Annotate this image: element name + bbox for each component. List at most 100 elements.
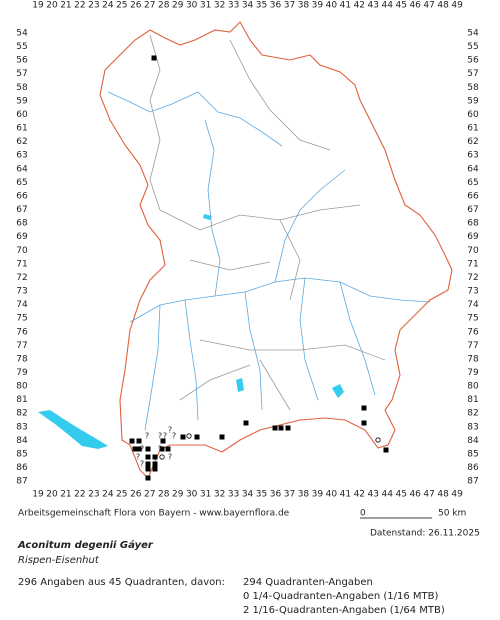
grid-labels: 1919202021212222232324242525262627272828… (16, 1, 479, 500)
x-label: 47 (423, 1, 434, 11)
y-label: 69 (467, 232, 479, 242)
lake (203, 214, 212, 220)
x-label: 30 (186, 1, 198, 11)
x-label: 36 (270, 1, 282, 11)
lake (236, 378, 244, 392)
x-label: 42 (354, 1, 365, 11)
x-label: 40 (326, 1, 338, 11)
y-label: 77 (16, 341, 27, 351)
y-label: 65 (467, 178, 478, 188)
y-label: 59 (16, 96, 28, 106)
lake (38, 410, 108, 449)
x-label: 33 (228, 490, 239, 500)
record-square (151, 55, 157, 61)
rivers (107, 91, 431, 431)
uncertain-marker: ? (158, 445, 162, 454)
y-label: 66 (16, 191, 28, 201)
y-label: 58 (16, 83, 28, 93)
x-label: 19 (32, 490, 44, 500)
uncertain-marker: ? (140, 445, 144, 454)
record-square (243, 420, 249, 426)
y-label: 84 (467, 436, 479, 446)
record-circle (375, 437, 381, 443)
y-label: 72 (467, 273, 478, 283)
state-border (99, 21, 453, 479)
y-label: 85 (16, 449, 27, 459)
y-label: 68 (467, 219, 479, 229)
record-square (145, 446, 151, 452)
record-square (278, 425, 284, 431)
x-label: 35 (256, 490, 267, 500)
y-label: 83 (467, 422, 478, 432)
x-label: 41 (340, 1, 351, 11)
summary: 296 Angaben aus 45 Quadranten, davon: (18, 577, 225, 588)
y-label: 73 (467, 287, 478, 297)
record-circle (159, 454, 165, 460)
y-label: 86 (467, 463, 479, 473)
y-label: 61 (467, 124, 478, 134)
scale-end: 50 km (438, 509, 466, 519)
x-label: 35 (256, 1, 267, 11)
y-label: 75 (467, 314, 478, 324)
record-square (180, 434, 186, 440)
x-label: 24 (102, 490, 114, 500)
y-label: 84 (16, 436, 28, 446)
x-label: 24 (102, 1, 114, 11)
record-square (129, 438, 135, 444)
x-label: 46 (409, 1, 421, 11)
y-label: 76 (16, 327, 28, 337)
record-square (219, 434, 225, 440)
x-label: 22 (74, 490, 85, 500)
x-label: 36 (270, 490, 282, 500)
record-square (160, 438, 166, 444)
x-label: 45 (395, 1, 406, 11)
y-label: 82 (16, 409, 27, 419)
uncertain-marker: ? (158, 432, 162, 441)
y-label: 71 (16, 259, 27, 269)
y-label: 56 (16, 56, 28, 66)
y-label: 63 (467, 151, 478, 161)
x-label: 23 (88, 490, 99, 500)
y-label: 86 (16, 463, 28, 473)
y-label: 67 (16, 205, 27, 215)
x-label: 41 (340, 490, 351, 500)
record-square (145, 466, 151, 472)
x-label: 22 (74, 1, 85, 11)
y-label: 79 (16, 368, 28, 378)
record-square (145, 454, 151, 460)
record-square (145, 461, 151, 467)
x-label: 31 (200, 1, 211, 11)
y-label: 64 (467, 164, 479, 174)
detail: 294 Quadranten-Angaben (243, 577, 373, 588)
record-square (361, 420, 367, 426)
y-label: 62 (467, 137, 478, 147)
x-label: 48 (437, 490, 449, 500)
map-base (38, 21, 453, 479)
x-label: 40 (326, 490, 338, 500)
x-label: 44 (382, 1, 394, 11)
detail: 0 1/4-Quadranten-Angaben (1/16 MTB) (243, 591, 438, 602)
record-square (159, 446, 165, 452)
x-label: 33 (228, 1, 239, 11)
y-label: 82 (467, 409, 478, 419)
y-label: 57 (467, 69, 478, 79)
y-label: 54 (16, 29, 28, 39)
record-circle (186, 433, 192, 439)
x-label: 43 (368, 490, 379, 500)
y-label: 75 (16, 314, 27, 324)
record-square (152, 466, 158, 472)
y-label: 73 (16, 287, 27, 297)
district-borders (149, 34, 386, 411)
record-square (152, 454, 158, 460)
y-label: 74 (467, 300, 479, 310)
y-label: 61 (16, 124, 27, 134)
y-label: 60 (16, 110, 28, 120)
y-label: 80 (16, 382, 28, 392)
y-label: 79 (467, 368, 479, 378)
uncertain-marker: ? (168, 426, 172, 435)
x-label: 39 (312, 490, 324, 500)
x-label: 25 (116, 1, 127, 11)
common-name: Rispen-Eisenhut (18, 555, 100, 566)
record-square (152, 461, 158, 467)
